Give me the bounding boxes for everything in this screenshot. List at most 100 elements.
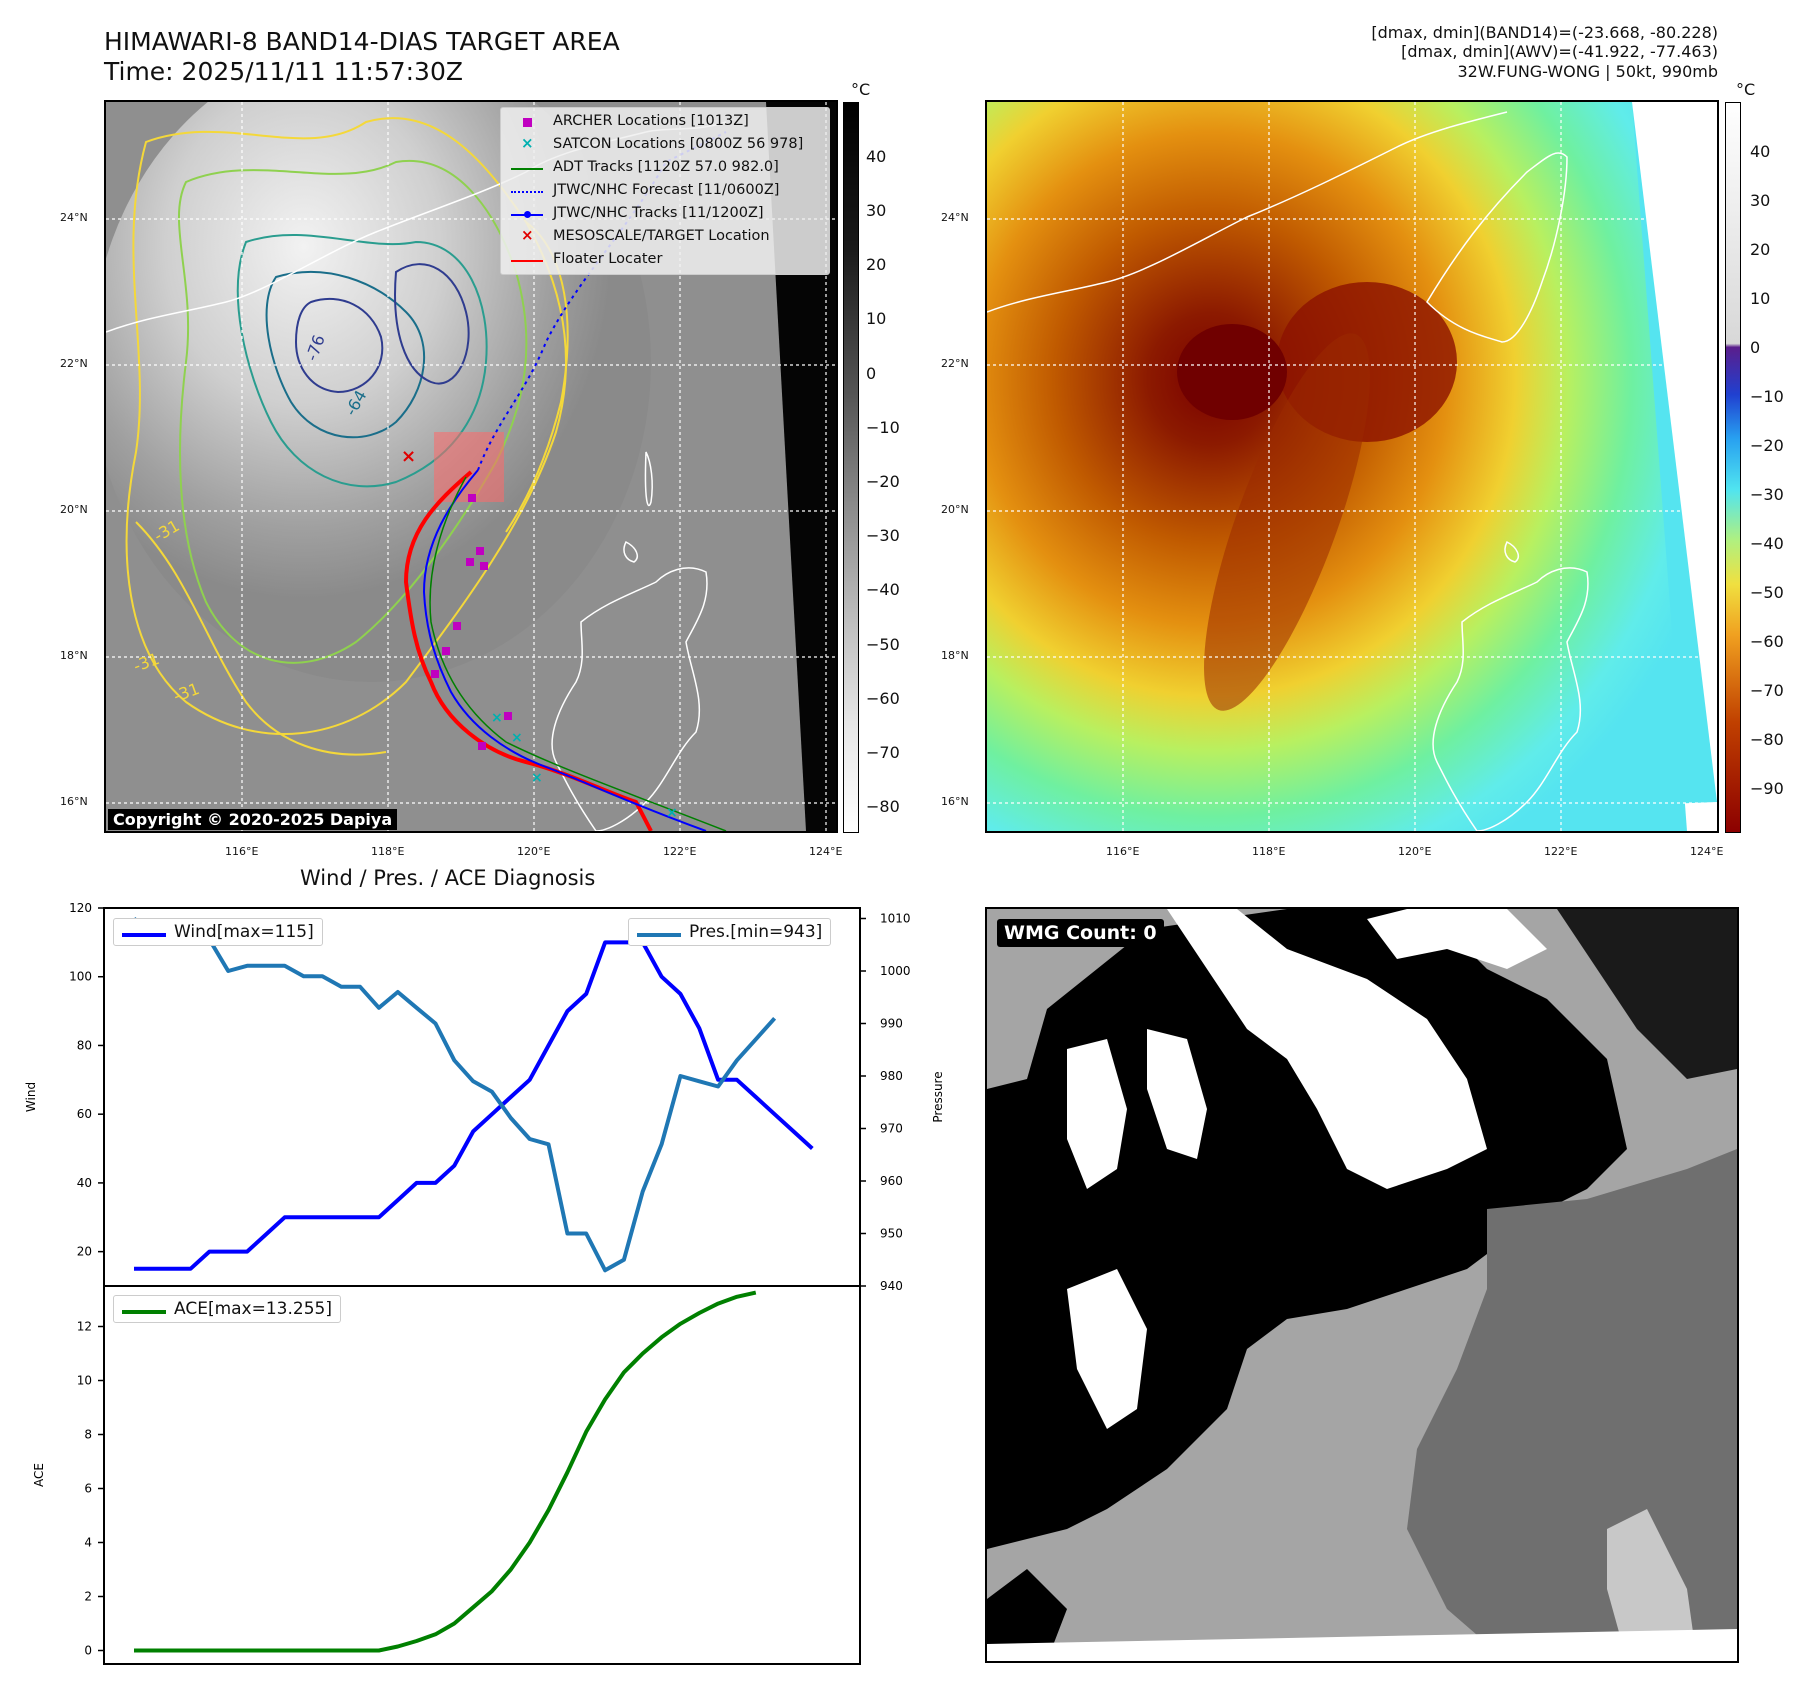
- wind-legend-label: Wind[max=115]: [174, 922, 314, 942]
- wind-axis-label: Wind: [24, 1082, 38, 1112]
- ace-chart: 0 2 4 6 8 10 12 ACE: [32, 1285, 861, 1665]
- floater-box: [434, 432, 504, 502]
- ace-ytick-label: 12: [77, 1320, 92, 1334]
- wind-legend: Wind[max=115]: [113, 918, 323, 946]
- map-title-line1: HIMAWARI-8 BAND14-DIAS TARGET AREA: [104, 27, 620, 56]
- pressure-ytick-label: 1000: [880, 964, 911, 978]
- ir-lon-124: 124°E: [809, 845, 843, 858]
- pressure-legend-label: Pres.[min=943]: [689, 922, 823, 942]
- svg-text:×: ×: [531, 770, 543, 786]
- wind-ytick-label: 60: [77, 1107, 92, 1121]
- gridlines-2: [987, 102, 1717, 831]
- gray-cb-tick-m10: −10: [866, 418, 900, 437]
- svg-text:×: ×: [666, 805, 678, 821]
- jtwc-track: [422, 469, 707, 831]
- gray-cb-tick-30: 30: [866, 201, 887, 220]
- wmg-dark-region: [1557, 909, 1737, 1079]
- gray-cb-tick-40: 40: [866, 147, 887, 166]
- gray-cb-tick-10: 10: [866, 309, 887, 328]
- color-colorbar: [1725, 102, 1741, 833]
- wmg-white-region-5: [1367, 909, 1547, 969]
- color-cb-tick-30: 30: [1750, 191, 1771, 210]
- color-lon-122: 122°E: [1544, 845, 1578, 858]
- color-cb-tick-m50: −50: [1750, 583, 1784, 602]
- ir-lon-118: 118°E: [371, 845, 405, 858]
- color-ir-panel: [985, 100, 1719, 833]
- wmg-panel: WMG Count: 0: [985, 907, 1739, 1663]
- color-cb-tick-m30: −30: [1750, 485, 1784, 504]
- color-cb-tick-m90: −90: [1750, 779, 1784, 798]
- color-cb-tick-m70: −70: [1750, 681, 1784, 700]
- color-cb-tick-m20: −20: [1750, 436, 1784, 455]
- header-right-line3: 32W.FUNG-WONG | 50kt, 990mb: [1457, 62, 1718, 81]
- pressure-series-line: [132, 916, 777, 1273]
- no-data-edge-2: [1632, 102, 1717, 802]
- wmg-no-data-strip: [987, 1629, 1737, 1661]
- ir-lat-22: 22°N: [60, 357, 88, 370]
- gray-colorbar: [843, 102, 859, 833]
- color-cb-tick-40: 40: [1750, 142, 1771, 161]
- pressure-ytick-label: 940: [880, 1279, 903, 1293]
- wmg-white-region-3: [1147, 1029, 1207, 1159]
- ace-chart-frame: [103, 1285, 861, 1665]
- color-cb-tick-m40: −40: [1750, 534, 1784, 553]
- ace-legend: ACE[max=13.255]: [113, 1295, 341, 1323]
- pressure-ytick-label: 1010: [880, 912, 911, 926]
- wmg-white-region-1: [1167, 909, 1487, 1189]
- gray-cb-tick-m40: −40: [866, 580, 900, 599]
- wind-ytick-label: 120: [69, 901, 92, 915]
- ir-lat-18: 18°N: [60, 649, 88, 662]
- rain-band: [1204, 333, 1370, 711]
- header-right-line1: [dmax, dmin](BAND14)=(-23.668, -80.228): [1371, 23, 1718, 42]
- target-location-marker: ×: [401, 446, 416, 467]
- jtwc-forecast: [477, 131, 727, 471]
- pressure-axis-label: Pressure: [931, 1071, 945, 1122]
- wind-ytick-label: 20: [77, 1245, 92, 1259]
- svg-text:×: ×: [491, 710, 503, 726]
- color-cb-tick-10: 10: [1750, 289, 1771, 308]
- ir-lat-24: 24°N: [60, 211, 88, 224]
- gray-cb-tick-m70: −70: [866, 743, 900, 762]
- gray-cb-tick-m50: −50: [866, 635, 900, 654]
- color-cb-tick-m60: −60: [1750, 632, 1784, 651]
- ace-ytick-label: 10: [77, 1374, 92, 1388]
- coastlines-2: [987, 111, 1589, 831]
- wmg-count-label: WMG Count: 0: [997, 919, 1164, 947]
- color-lon-120: 120°E: [1398, 845, 1432, 858]
- wmg-black-corner: [987, 1569, 1067, 1661]
- pressure-ytick-label: 960: [880, 1174, 903, 1188]
- color-cb-tick-20: 20: [1750, 240, 1771, 259]
- gray-cb-tick-m80: −80: [866, 797, 900, 816]
- header-right-line2: [dmax, dmin](AWV)=(-41.922, -77.463): [1401, 42, 1718, 61]
- diagnosis-title: Wind / Pres. / ACE Diagnosis: [300, 866, 596, 890]
- pressure-ytick-label: 950: [880, 1227, 903, 1241]
- ace-axis-label: ACE: [32, 1463, 46, 1487]
- adt-track: [429, 476, 727, 831]
- ir-lon-120: 120°E: [517, 845, 551, 858]
- pressure-ytick-label: 990: [880, 1017, 903, 1031]
- diagnosis-chart-svg: 2040608010012094095096097098099010001010…: [24, 901, 945, 1665]
- ace-ytick-label: 8: [84, 1428, 92, 1442]
- gray-colorbar-unit: °C: [851, 80, 871, 99]
- satcon-points: × × × ×: [491, 710, 678, 821]
- gray-cb-tick-0: 0: [866, 364, 877, 383]
- copyright-label: Copyright © 2020-2025 Dapiya: [108, 809, 398, 830]
- wmg-white-region-4: [1067, 1269, 1147, 1429]
- ace-ytick-label: 4: [84, 1536, 92, 1550]
- color-lat-22: 22°N: [941, 357, 969, 370]
- gray-cb-tick-20: 20: [866, 255, 887, 274]
- map-title-line2: Time: 2025/11/11 11:57:30Z: [104, 57, 463, 86]
- color-colorbar-unit: °C: [1736, 80, 1756, 99]
- color-cb-tick-m10: −10: [1750, 387, 1784, 406]
- color-lat-24: 24°N: [941, 211, 969, 224]
- ace-ytick-label: 0: [84, 1644, 92, 1658]
- pressure-ytick-label: 980: [880, 1069, 903, 1083]
- wind-series-line: [134, 940, 814, 1271]
- ir-lon-116: 116°E: [225, 845, 259, 858]
- wind-ytick-label: 40: [77, 1176, 92, 1190]
- gray-cb-tick-m20: −20: [866, 472, 900, 491]
- gray-cb-tick-m60: −60: [866, 689, 900, 708]
- wmg-svg: [987, 909, 1737, 1661]
- ir-lat-16: 16°N: [60, 795, 88, 808]
- wind-chart-frame: [103, 907, 861, 1287]
